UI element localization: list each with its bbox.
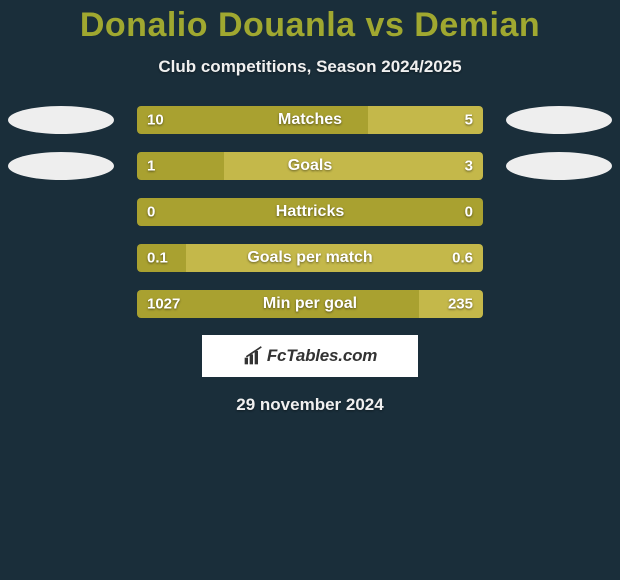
bar-segment-right xyxy=(224,152,484,180)
stat-label: Goals per match xyxy=(247,249,372,267)
stat-bar: 10 5 Matches xyxy=(137,106,483,134)
stat-row: 0 0 Hattricks xyxy=(0,197,620,227)
stat-value-right: 0.6 xyxy=(452,250,473,267)
stat-value-left: 0.1 xyxy=(147,250,168,267)
stat-row: 10 5 Matches xyxy=(0,105,620,135)
stat-value-right: 0 xyxy=(465,204,473,221)
stat-value-left: 10 xyxy=(147,112,164,129)
stat-label: Matches xyxy=(278,111,342,129)
player-left-oval xyxy=(8,106,114,134)
player-right-oval xyxy=(506,106,612,134)
stat-value-left: 1 xyxy=(147,158,155,175)
stat-label: Min per goal xyxy=(263,295,357,313)
brand: FcTables.com xyxy=(243,346,377,366)
stat-value-right: 235 xyxy=(448,296,473,313)
stat-bar: 1027 235 Min per goal xyxy=(137,290,483,318)
stat-rows: 10 5 Matches 1 3 Goals 0 0 Hattricks 0.1 0.6 Goals … xyxy=(0,105,620,319)
stat-value-right: 3 xyxy=(465,158,473,175)
stat-row: 1027 235 Min per goal xyxy=(0,289,620,319)
brand-text: FcTables.com xyxy=(267,346,377,366)
stat-value-left: 0 xyxy=(147,204,155,221)
stat-label: Hattricks xyxy=(276,203,344,221)
page-title: Donalio Douanla vs Demian xyxy=(0,6,620,45)
brand-box: FcTables.com xyxy=(202,335,418,377)
stat-bar: 1 3 Goals xyxy=(137,152,483,180)
stat-value-left: 1027 xyxy=(147,296,180,313)
player-right-oval xyxy=(506,152,612,180)
stat-row: 1 3 Goals xyxy=(0,151,620,181)
stat-label: Goals xyxy=(288,157,332,175)
bars-icon xyxy=(243,346,263,366)
player-left-oval xyxy=(8,152,114,180)
stat-row: 0.1 0.6 Goals per match xyxy=(0,243,620,273)
comparison-panel: Donalio Douanla vs Demian Club competiti… xyxy=(0,0,620,580)
stat-bar: 0 0 Hattricks xyxy=(137,198,483,226)
stat-value-right: 5 xyxy=(465,112,473,129)
stat-bar: 0.1 0.6 Goals per match xyxy=(137,244,483,272)
page-subtitle: Club competitions, Season 2024/2025 xyxy=(0,57,620,77)
footer-date: 29 november 2024 xyxy=(0,395,620,415)
